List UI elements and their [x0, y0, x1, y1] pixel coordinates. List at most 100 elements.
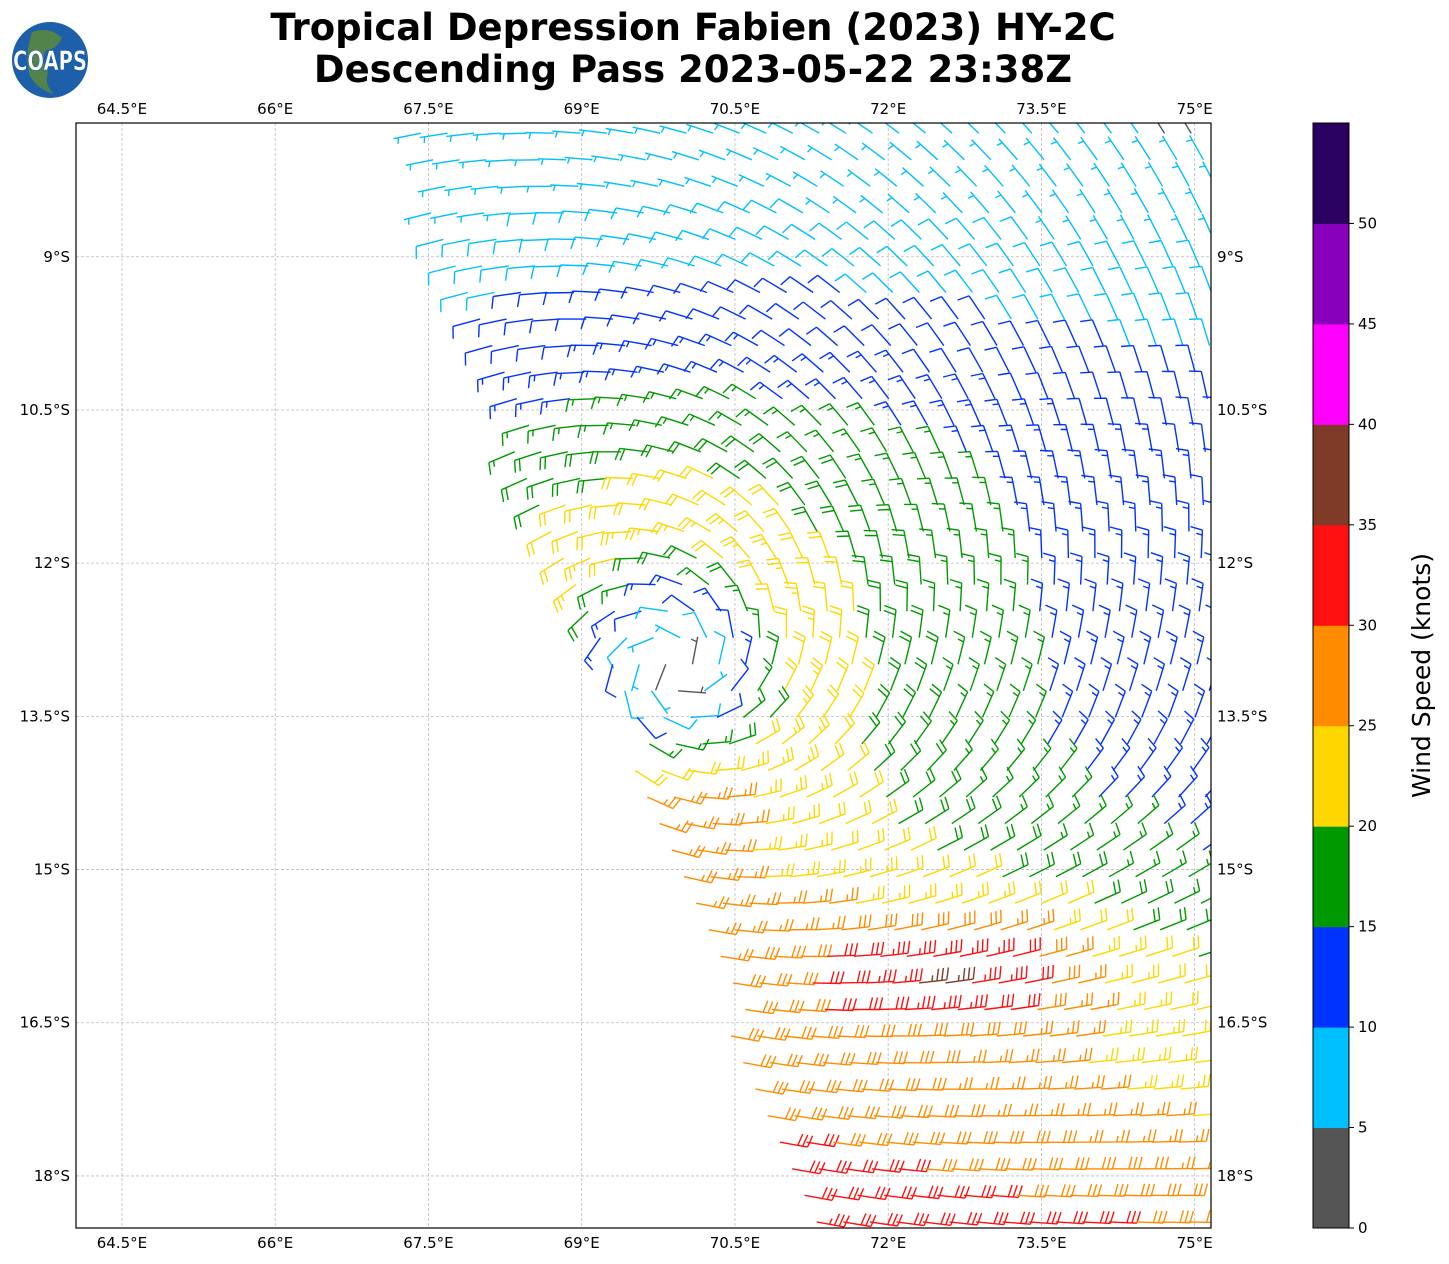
wind-barb [1052, 371, 1076, 399]
wind-barb [1090, 162, 1110, 187]
wind-barb [786, 971, 819, 986]
wind-barb [1197, 213, 1211, 236]
wind-barb [1059, 738, 1078, 771]
wind-barb [1010, 993, 1041, 1011]
wind-barb [1035, 215, 1055, 240]
wind-barb [1198, 951, 1211, 957]
wind-barb [791, 353, 824, 373]
wind-barb [1051, 964, 1081, 984]
wind-barb [792, 630, 806, 665]
wind-barb [1157, 187, 1176, 214]
wind-barb [874, 452, 900, 479]
wind-barb [913, 192, 937, 214]
wind-barb [992, 1130, 1025, 1144]
wind-barb [898, 1158, 932, 1173]
wind-barb [1068, 500, 1084, 532]
wind-barb [1184, 123, 1192, 134]
wind-barb [722, 894, 756, 908]
wind-barb [1039, 241, 1068, 267]
wind-barb [1061, 1047, 1093, 1064]
wind-barb [1078, 964, 1107, 984]
wind-barb [576, 530, 605, 551]
wind-barb [1047, 1075, 1079, 1090]
wind-barb [956, 347, 984, 373]
wind-barb [969, 139, 992, 161]
wind-barb [922, 1212, 956, 1226]
wind-barb [820, 300, 853, 320]
wind-barb [830, 1186, 865, 1201]
wind-barb [1188, 318, 1211, 346]
wind-barb [834, 273, 867, 294]
wind-barb [1115, 1047, 1146, 1064]
wind-barb [796, 1052, 830, 1067]
wind-barb [1106, 907, 1134, 931]
colorbar-segment [1313, 1127, 1349, 1229]
wind-barb [1041, 880, 1069, 904]
wind-barb [649, 743, 683, 759]
wind-barb [748, 433, 781, 453]
wind-barb [976, 1211, 1009, 1226]
wind-barb [466, 238, 497, 256]
wind-barb [955, 683, 969, 718]
wind-barb [724, 584, 749, 612]
wind-barb [884, 826, 911, 851]
wind-barb [902, 1050, 935, 1064]
wind-barb [986, 937, 1015, 957]
wind-barb [472, 132, 501, 142]
wind-barb [1006, 738, 1026, 771]
wind-barb [1102, 1019, 1133, 1037]
wind-barb [502, 371, 532, 391]
wind-barb [873, 168, 898, 187]
wind-barb [544, 238, 577, 251]
wind-barb [818, 801, 846, 825]
wind-barb [759, 972, 793, 987]
wind-barb [916, 270, 947, 293]
wind-barb [1088, 1047, 1119, 1064]
wind-barb [1096, 1183, 1129, 1197]
wind-barb [810, 1025, 844, 1039]
wind-barb [659, 125, 687, 134]
colorbar-tick-label: 20 [1358, 817, 1377, 835]
wind-barb [688, 761, 722, 775]
wind-barb [1161, 1210, 1195, 1224]
wind-barb [1182, 1018, 1211, 1037]
wind-barb [1053, 424, 1074, 452]
wind-barb [849, 1051, 882, 1065]
wind-barb [1143, 214, 1162, 240]
wind-barb [1137, 578, 1151, 612]
wind-barb [1052, 319, 1078, 346]
colorbar-tick-label: 35 [1358, 516, 1377, 534]
wind-barb [1072, 1129, 1104, 1143]
wind-barb [777, 833, 808, 851]
wind-barb [602, 422, 636, 435]
wind-barb [904, 995, 936, 1011]
wind-barb [1144, 161, 1164, 187]
wind-barb [1104, 136, 1125, 161]
x-tick-label-top: 75°E [1177, 100, 1213, 118]
wind-barb [1027, 908, 1055, 931]
wind-barb [896, 855, 924, 878]
wind-barb [792, 171, 818, 187]
wind-barb [914, 711, 932, 745]
wind-barb [915, 374, 943, 400]
wind-barb [807, 144, 832, 161]
wind-barb [1059, 630, 1072, 665]
wind-barb [1189, 422, 1206, 452]
wind-barb [1192, 737, 1210, 771]
wind-barb [1127, 1074, 1158, 1090]
wind-barb [766, 630, 780, 665]
wind-barb [712, 306, 747, 320]
wind-barb [1133, 907, 1161, 931]
wind-barb [788, 917, 820, 931]
wind-barb [1100, 710, 1116, 745]
x-tick-label-bottom: 64.5°E [97, 1234, 147, 1252]
wind-barb [699, 280, 734, 294]
wind-barb [857, 828, 885, 851]
wind-barb [896, 1212, 930, 1227]
wind-barb [900, 167, 924, 187]
wind-barb [992, 766, 1014, 798]
wind-barb [1055, 526, 1070, 559]
wind-barb [851, 997, 884, 1011]
colorbar-label: Wind Speed (knots) [1407, 553, 1436, 798]
wind-barb [568, 290, 601, 304]
